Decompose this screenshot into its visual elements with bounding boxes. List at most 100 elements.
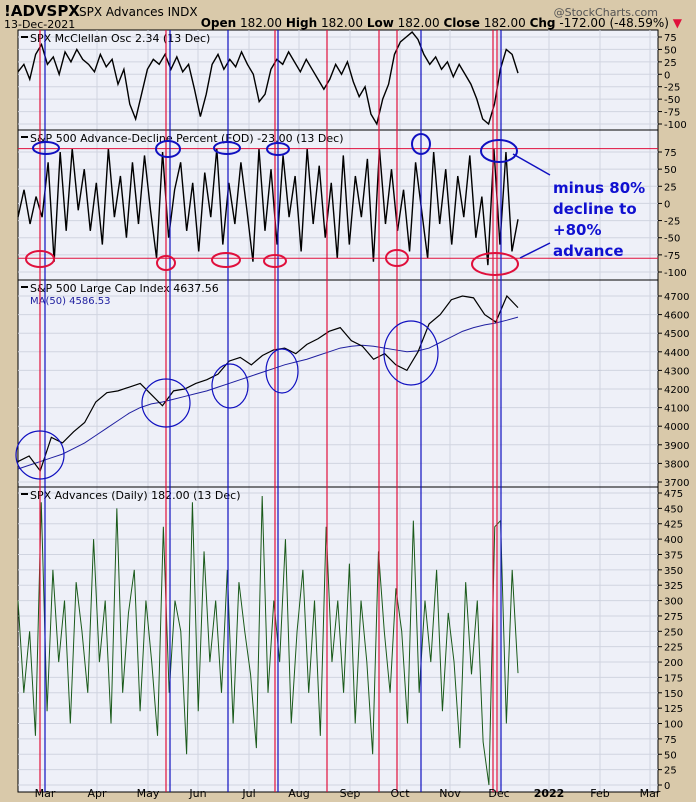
close-value: 182.00 <box>483 16 526 30</box>
y-tick-label: 425 <box>664 520 683 531</box>
y-tick-label: 4600 <box>664 311 689 322</box>
y-tick-label: 100 <box>664 720 683 731</box>
price-circle <box>211 363 249 409</box>
price-circle <box>15 430 65 480</box>
y-tick-label: 450 <box>664 504 683 515</box>
top-circle <box>32 141 60 155</box>
arrow-icon <box>512 153 551 176</box>
y-tick-label: 75 <box>664 33 677 44</box>
y-tick-label: 25 <box>664 766 677 777</box>
annotation-text: minus 80% decline to +80% advance <box>553 178 645 262</box>
x-tick-label: Feb <box>590 787 609 800</box>
y-tick-label: 350 <box>664 566 683 577</box>
x-tick-label: Oct <box>390 787 410 800</box>
x-tick-label: Jun <box>188 787 206 800</box>
x-tick-label: May <box>137 787 160 800</box>
open-value: 182.00 <box>240 16 283 30</box>
panel-title: SPX McClellan Osc 2.34 (13 Dec) <box>30 32 210 45</box>
open-label: Open <box>200 16 237 30</box>
quote-bar: Open 182.00 High 182.00 Low 182.00 Close… <box>201 16 682 30</box>
y-tick-label: 200 <box>664 658 683 669</box>
y-tick-label: 75 <box>664 148 677 159</box>
x-tick-label: 2022 <box>534 787 565 800</box>
high-value: 182.00 <box>320 16 363 30</box>
y-tick-label: 25 <box>664 58 677 69</box>
y-tick-label: 50 <box>664 750 677 761</box>
price-circle <box>141 378 191 428</box>
y-tick-label: 4200 <box>664 385 689 396</box>
y-tick-label: 3900 <box>664 441 689 452</box>
annotation-line: minus 80% <box>553 179 646 197</box>
y-tick-label: 4300 <box>664 366 689 377</box>
bottom-circle <box>385 249 409 267</box>
y-tick-label: -25 <box>664 83 680 94</box>
low-label: Low <box>366 16 394 30</box>
y-tick-label: 225 <box>664 643 683 654</box>
mcclellan-line <box>17 31 519 126</box>
ma-legend: MA(50) 4586.53 <box>30 296 111 307</box>
y-tick-label: 0 <box>664 781 670 792</box>
y-tick-label: 175 <box>664 673 683 684</box>
y-tick-label: 475 <box>664 489 683 500</box>
x-tick-label: Mar <box>640 787 661 800</box>
bottom-circle <box>263 254 287 268</box>
bottom-circle <box>211 252 241 268</box>
x-tick-label: Mar <box>35 787 56 800</box>
annotation-line: advance <box>553 242 624 260</box>
ma50-line <box>17 316 519 470</box>
y-tick-label: 150 <box>664 689 683 700</box>
x-tick-label: Jul <box>241 787 255 800</box>
x-tick-label: Apr <box>87 787 107 800</box>
y-tick-label: 4100 <box>664 404 689 415</box>
y-tick-label: 125 <box>664 704 683 715</box>
panel-title: SPX Advances (Daily) 182.00 (13 Dec) <box>30 489 241 502</box>
down-arrow-icon: ▼ <box>672 16 682 30</box>
annotation-line: decline to <box>553 200 637 218</box>
advances-line <box>17 496 519 786</box>
legend-dash-icon <box>21 136 28 138</box>
ad-percent-line <box>17 148 519 266</box>
y-tick-label: -25 <box>664 217 680 228</box>
y-tick-label: 50 <box>664 165 677 176</box>
y-tick-label: 400 <box>664 535 683 546</box>
top-circle <box>411 133 431 155</box>
y-tick-label: 275 <box>664 612 683 623</box>
top-circle <box>213 141 241 155</box>
panel-title: S&P 500 Advance-Decline Percent (EOD) -2… <box>30 132 344 145</box>
chg-value: -172.00 (-48.59%) <box>559 16 669 30</box>
low-value: 182.00 <box>397 16 440 30</box>
y-tick-label: -100 <box>664 120 687 131</box>
legend-dash-icon <box>21 493 28 495</box>
y-tick-label: 4400 <box>664 348 689 359</box>
y-tick-label: -75 <box>664 251 680 262</box>
symbol: !ADVSPX <box>4 2 80 20</box>
chg-label: Chg <box>529 16 556 30</box>
y-tick-label: 50 <box>664 45 677 56</box>
top-circle <box>480 139 518 163</box>
close-label: Close <box>443 16 480 30</box>
y-tick-label: -75 <box>664 108 680 119</box>
x-tick-label: Dec <box>488 787 509 800</box>
y-tick-label: -50 <box>664 95 680 106</box>
price-circle <box>383 320 439 386</box>
top-circle <box>266 142 290 156</box>
y-tick-label: 325 <box>664 581 683 592</box>
y-tick-label: 3800 <box>664 459 689 470</box>
bottom-circle <box>471 252 519 276</box>
arrow-icon <box>519 242 551 259</box>
annotation-line: +80% <box>553 221 602 239</box>
y-tick-label: 75 <box>664 735 677 746</box>
spx-price-line <box>17 294 519 473</box>
legend-dash-icon <box>21 36 28 38</box>
y-tick-label: 0 <box>664 70 670 81</box>
chart-date: 13-Dec-2021 <box>4 18 76 31</box>
y-tick-label: -50 <box>664 234 680 245</box>
y-tick-label: 4500 <box>664 329 689 340</box>
top-circle <box>155 140 181 158</box>
y-tick-label: 3700 <box>664 478 689 489</box>
panel-title: S&P 500 Large Cap Index 4637.56 <box>30 282 219 295</box>
y-tick-label: 25 <box>664 182 677 193</box>
y-tick-label: 375 <box>664 550 683 561</box>
y-tick-label: 0 <box>664 199 670 210</box>
price-circle <box>265 348 299 394</box>
